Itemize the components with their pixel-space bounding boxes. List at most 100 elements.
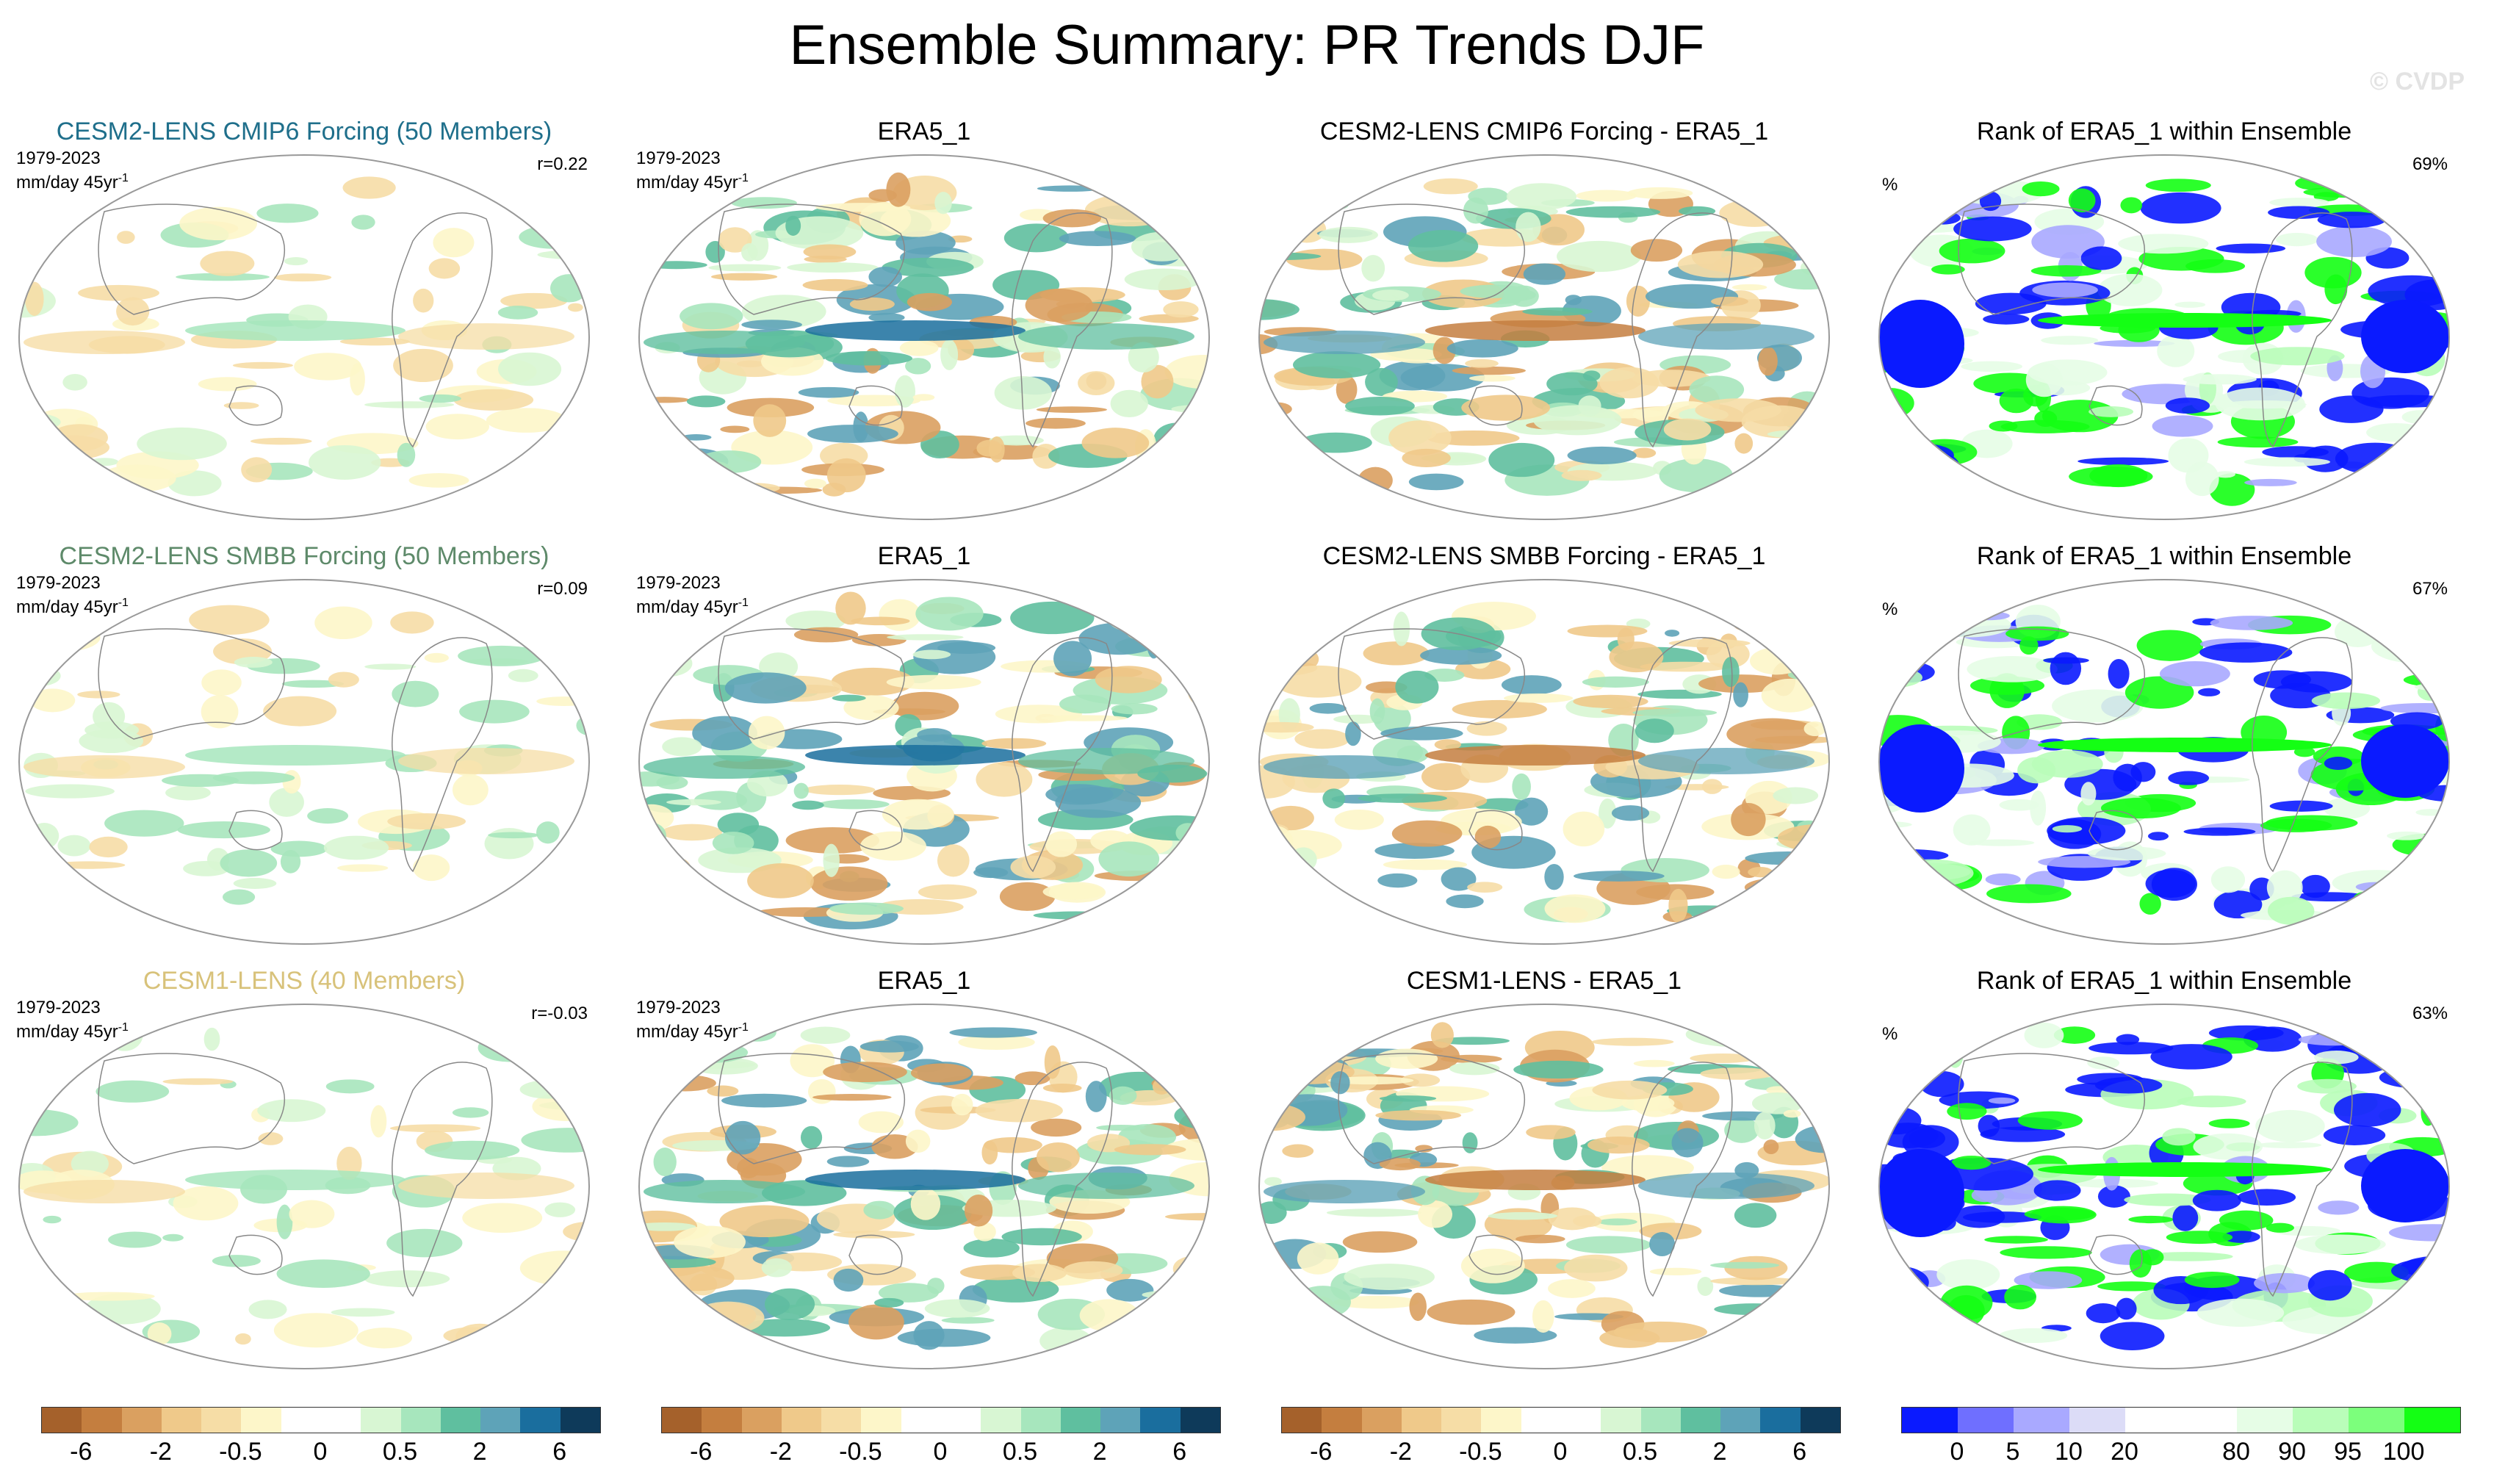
units-label: mm/day 45yr-1: [636, 172, 749, 192]
map-panel-rank-row1: Rank of ERA5_1 within Ensemble% 69%: [1870, 118, 2458, 522]
colorbar-swatch: [201, 1408, 242, 1433]
rank-percent: 63%: [2412, 1004, 2448, 1023]
rank-percent: 69%: [2412, 154, 2448, 174]
colorbar-tick-label: 2: [472, 1438, 487, 1466]
colorbar-swatch: [821, 1408, 862, 1433]
map-panel-ens-row1: CESM2-LENS CMIP6 Forcing (50 Members) 197…: [10, 118, 598, 522]
world-map-ens: [18, 579, 590, 945]
units-label: mm/day 45yr-1: [636, 1021, 749, 1042]
colorbar-swatch: [1282, 1408, 1322, 1433]
colorbar-swatch: [662, 1408, 702, 1433]
colorbar-tick-label: 95: [2334, 1438, 2362, 1466]
colorbar-tick-label: 2: [1712, 1438, 1727, 1466]
panel-title: CESM2-LENS CMIP6 Forcing - ERA5_1: [1319, 118, 1769, 145]
colorbar-swatch: [1481, 1408, 1521, 1433]
colorbar-swatch: [520, 1408, 561, 1433]
colorbar-swatch: [161, 1408, 202, 1433]
colorbar-tick-label: 100: [2382, 1438, 2425, 1466]
percent-unit-label: %: [1882, 1024, 1898, 1044]
colorbar-tick-label: 0: [1950, 1438, 1964, 1466]
panel-title: CESM2-LENS SMBB Forcing (50 Members): [59, 542, 549, 570]
cvdp-watermark: © CVDP: [2370, 68, 2465, 96]
colorbar-swatch: [2237, 1408, 2293, 1433]
colorbar-swatch: [440, 1408, 481, 1433]
colorbar-swatch: [1720, 1408, 1761, 1433]
map-panel-obs-row3: ERA5_1 1979-2023 mm/day 45yr-1: [630, 967, 1218, 1371]
percent-unit-label: %: [1882, 175, 1898, 195]
period-label: 1979-2023: [636, 148, 721, 168]
colorbar-swatch: [940, 1408, 981, 1433]
colorbar-swatch: [1180, 1408, 1220, 1433]
colorbar-swatch: [2181, 1408, 2237, 1433]
panel-title: Rank of ERA5_1 within Ensemble: [1976, 118, 2352, 145]
colorbar-swatch: [560, 1408, 600, 1433]
colorbar-swatch: [1322, 1408, 1362, 1433]
colorbar-swatch: [241, 1408, 281, 1433]
period-units-label: 1979-2023 mm/day 45yr-1: [16, 573, 129, 617]
colorbar-swatch: [121, 1408, 162, 1433]
panel-title: ERA5_1: [877, 542, 971, 570]
colorbar-swatch: [1521, 1408, 1561, 1433]
units-label: mm/day 45yr-1: [16, 1021, 129, 1042]
colorbar-tick-label: 2: [1092, 1438, 1107, 1466]
world-map-ens: [18, 154, 590, 520]
colorbar-swatch: [320, 1408, 361, 1433]
percent-unit-label: %: [1882, 599, 1898, 619]
period-units-label: 1979-2023 mm/day 45yr-1: [16, 998, 129, 1042]
page-title: Ensemble Summary: PR Trends DJF: [789, 14, 1705, 76]
world-map-diff: [1258, 154, 1830, 520]
map-panel-rank-row3: Rank of ERA5_1 within Ensemble% 63%: [1870, 967, 2458, 1371]
panel-title: CESM1-LENS (40 Members): [143, 967, 466, 995]
colorbar-swatch: [702, 1408, 742, 1433]
colorbar-tick-label: -6: [1310, 1438, 1333, 1466]
colorbar-swatch: [42, 1408, 82, 1433]
map-panel-ens-row3: CESM1-LENS (40 Members) 1979-2023 mm/day 4…: [10, 967, 598, 1371]
trend-colorbar: [41, 1407, 601, 1433]
units-label: mm/day 45yr-1: [16, 172, 129, 192]
map-panel-diff-row1: CESM2-LENS CMIP6 Forcing - ERA5_1: [1250, 118, 1838, 522]
colorbar-tick-label: 5: [2005, 1438, 2020, 1466]
colorbar-swatch: [901, 1408, 941, 1433]
map-panel-obs-row1: ERA5_1 1979-2023 mm/day 45yr-1: [630, 118, 1218, 522]
map-panel-diff-row3: CESM1-LENS - ERA5_1: [1250, 967, 1838, 1371]
period-label: 1979-2023: [16, 573, 101, 593]
units-label: mm/day 45yr-1: [16, 597, 129, 617]
colorbar-swatch: [1441, 1408, 1482, 1433]
period-units-label: 1979-2023 mm/day 45yr-1: [636, 148, 749, 192]
colorbar-swatch: [1100, 1408, 1141, 1433]
period-label: 1979-2023: [16, 998, 101, 1017]
colorbar-swatch: [1401, 1408, 1442, 1433]
colorbar-tick-label: -0.5: [839, 1438, 882, 1466]
colorbar-tick-label: 0.5: [382, 1438, 418, 1466]
map-panel-ens-row2: CESM2-LENS SMBB Forcing (50 Members) 1979…: [10, 542, 598, 946]
colorbar-tick-label: 90: [2278, 1438, 2306, 1466]
units-label: mm/day 45yr-1: [636, 597, 749, 617]
map-panel-obs-row2: ERA5_1 1979-2023 mm/day 45yr-1: [630, 542, 1218, 946]
colorbar-tick-label: 0: [933, 1438, 948, 1466]
colorbar-swatch: [1601, 1408, 1641, 1433]
map-panel-rank-row2: Rank of ERA5_1 within Ensemble% 67%: [1870, 542, 2458, 946]
period-label: 1979-2023: [636, 573, 721, 593]
colorbar-swatch: [2069, 1408, 2125, 1433]
panel-title: CESM2-LENS CMIP6 Forcing (50 Members): [56, 118, 552, 145]
colorbar-tick-label: 0.5: [1002, 1438, 1038, 1466]
panel-title: Rank of ERA5_1 within Ensemble: [1976, 542, 2352, 570]
world-map-rank: [1878, 579, 2450, 945]
panel-title: CESM1-LENS - ERA5_1: [1406, 967, 1682, 995]
colorbar-swatch: [1958, 1408, 2014, 1433]
map-panel-diff-row2: CESM2-LENS SMBB Forcing - ERA5_1: [1250, 542, 1838, 946]
colorbar-tick-label: -0.5: [219, 1438, 262, 1466]
colorbar-swatch: [1760, 1408, 1801, 1433]
rank-percent: 67%: [2412, 579, 2448, 599]
world-map-ens: [18, 1004, 590, 1369]
world-map-obs: [638, 154, 1210, 520]
colorbar-swatch: [281, 1408, 321, 1433]
colorbar-swatch: [781, 1408, 822, 1433]
colorbar-tick-label: 10: [2055, 1438, 2083, 1466]
trend-colorbar: [661, 1407, 1221, 1433]
period-units-label: 1979-2023 mm/day 45yr-1: [636, 573, 749, 617]
pattern-correlation: r=0.22: [537, 154, 588, 174]
colorbar-tick-label: 6: [1172, 1438, 1187, 1466]
panel-title: ERA5_1: [877, 118, 971, 145]
colorbar-swatch: [1020, 1408, 1061, 1433]
